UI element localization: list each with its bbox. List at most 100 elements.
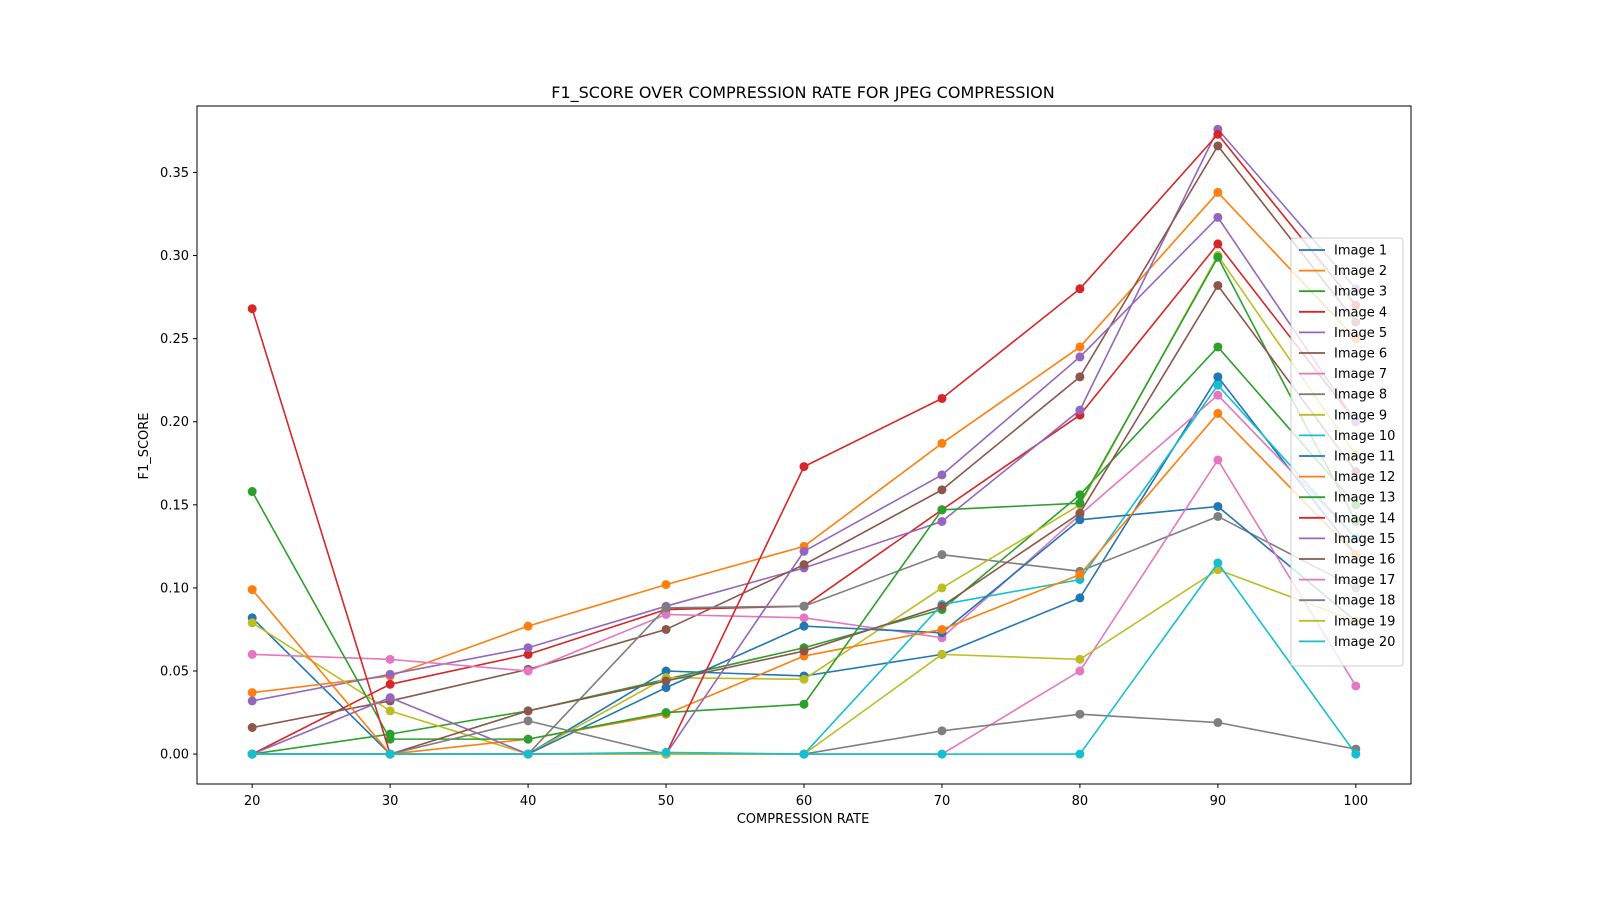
data-point <box>937 601 947 611</box>
data-point <box>1213 380 1223 390</box>
x-tick-label: 50 <box>658 794 675 809</box>
data-point <box>937 624 947 634</box>
data-point <box>1213 408 1223 418</box>
legend: Image 1 Image 2 Image 3 Image 4 Image 5 Image… <box>1290 237 1404 667</box>
legend-label: Image 2 <box>1334 264 1387 279</box>
y-tick-label: 0.05 <box>160 665 189 680</box>
data-point <box>523 643 533 653</box>
data-point <box>937 470 947 480</box>
data-point <box>1213 372 1223 382</box>
legend-label: Image 20 <box>1334 635 1395 650</box>
data-point <box>247 585 257 595</box>
data-point <box>1213 239 1223 249</box>
data-point <box>937 516 947 526</box>
y-tick-label: 0.00 <box>160 748 189 763</box>
legend-label: Image 4 <box>1334 305 1387 320</box>
data-point <box>523 749 533 759</box>
x-axis-ticks: 20 30 40 50 60 70 80 90 100 <box>244 784 1368 809</box>
data-point <box>247 649 257 659</box>
data-point <box>1075 342 1085 352</box>
legend-label: Image 15 <box>1334 532 1395 547</box>
y-axis-ticks: 0.00 0.05 0.10 0.15 0.20 0.25 0.30 0.35 <box>160 166 197 763</box>
data-point <box>1213 501 1223 511</box>
data-point <box>799 560 809 570</box>
data-point <box>661 708 671 718</box>
data-point <box>1075 654 1085 664</box>
legend-label: Image 14 <box>1334 511 1395 526</box>
x-tick-label: 60 <box>796 794 813 809</box>
data-point <box>1075 749 1085 759</box>
series-7 <box>247 390 1361 676</box>
x-tick-label: 30 <box>382 794 399 809</box>
data-point <box>1351 681 1361 691</box>
data-point <box>523 649 533 659</box>
data-point <box>523 666 533 676</box>
data-point <box>1213 280 1223 290</box>
data-point <box>1075 490 1085 500</box>
data-point <box>385 679 395 689</box>
y-axis-label: F1_SCORE <box>137 412 152 479</box>
data-point <box>799 546 809 556</box>
data-point <box>523 706 533 716</box>
y-tick-label: 0.35 <box>160 166 189 181</box>
legend-label: Image 5 <box>1334 326 1387 341</box>
legend-label: Image 6 <box>1334 347 1387 362</box>
data-point <box>1075 508 1085 518</box>
data-point <box>1213 342 1223 352</box>
data-point <box>1075 498 1085 508</box>
data-point <box>937 649 947 659</box>
data-point <box>661 624 671 634</box>
data-point <box>247 749 257 759</box>
legend-label: Image 9 <box>1334 408 1387 423</box>
legend-label: Image 17 <box>1334 573 1395 588</box>
legend-label: Image 13 <box>1334 491 1395 506</box>
data-point <box>937 749 947 759</box>
data-point <box>1213 511 1223 521</box>
y-tick-label: 0.20 <box>160 415 189 430</box>
x-tick-label: 100 <box>1343 794 1368 809</box>
data-point <box>523 716 533 726</box>
data-point <box>1213 252 1223 262</box>
data-point <box>1213 390 1223 400</box>
data-point <box>385 706 395 716</box>
x-tick-label: 70 <box>934 794 951 809</box>
data-point <box>661 747 671 757</box>
data-point <box>247 688 257 698</box>
legend-label: Image 3 <box>1334 285 1387 300</box>
data-point <box>661 666 671 676</box>
legend-label: Image 7 <box>1334 367 1387 382</box>
data-point <box>247 723 257 732</box>
data-point <box>385 693 395 703</box>
legend-label: Image 19 <box>1334 614 1395 629</box>
y-tick-label: 0.30 <box>160 249 189 264</box>
y-tick-label: 0.10 <box>160 581 189 596</box>
data-point <box>799 462 809 472</box>
data-point <box>799 699 809 709</box>
data-point <box>937 505 947 515</box>
x-tick-label: 80 <box>1072 794 1089 809</box>
data-point <box>937 393 947 403</box>
legend-label: Image 11 <box>1334 450 1395 465</box>
data-point <box>1075 515 1085 525</box>
legend-label: Image 8 <box>1334 388 1387 403</box>
data-point <box>385 749 395 759</box>
x-tick-label: 40 <box>520 794 537 809</box>
data-point <box>1213 455 1223 465</box>
legend-label: Image 18 <box>1334 594 1395 609</box>
data-point <box>937 438 947 448</box>
data-point <box>937 485 947 495</box>
data-point <box>661 683 671 693</box>
data-point <box>937 550 947 560</box>
data-point <box>523 734 533 744</box>
data-point <box>247 304 257 314</box>
data-point <box>1075 405 1085 415</box>
data-point <box>1213 212 1223 222</box>
data-point <box>799 749 809 759</box>
data-point <box>1075 570 1085 580</box>
data-point <box>247 487 257 497</box>
data-point <box>799 621 809 631</box>
data-point <box>1075 666 1085 676</box>
data-point <box>1213 558 1223 568</box>
data-point <box>1351 749 1361 759</box>
y-tick-label: 0.15 <box>160 498 189 513</box>
